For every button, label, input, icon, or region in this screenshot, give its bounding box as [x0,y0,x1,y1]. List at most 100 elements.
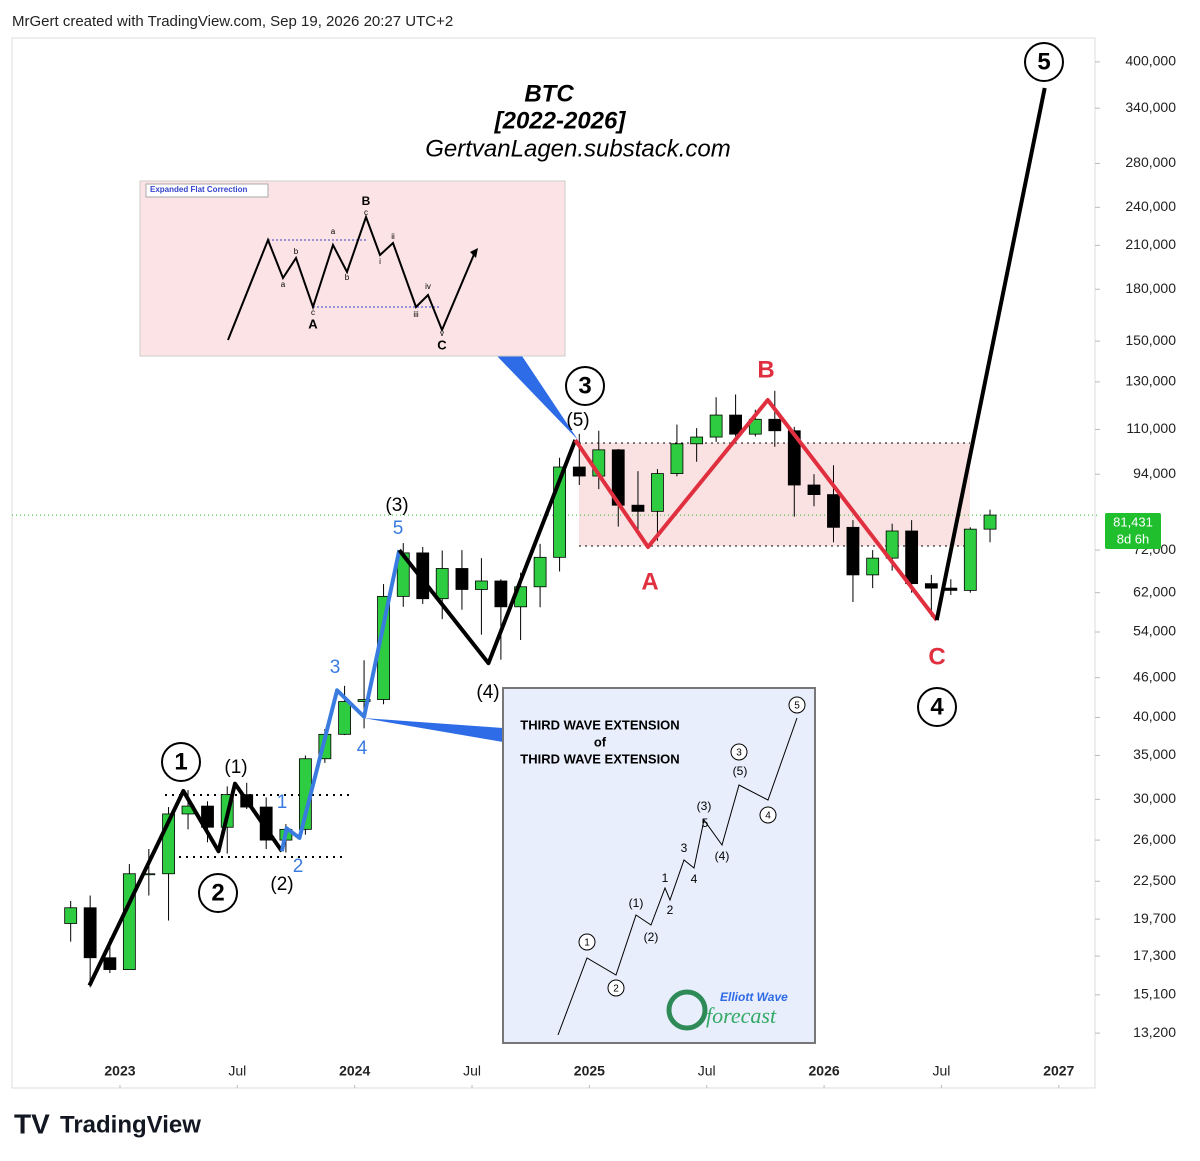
flat-label: c [364,208,368,217]
candle-body [787,430,801,486]
wave-label: 2 [293,856,304,877]
candle-body [963,528,977,591]
ext-label: 1 [584,938,590,949]
y-tick-label: 26,000 [1133,831,1176,847]
ext-circle [607,979,625,997]
y-tick-label: 46,000 [1133,668,1176,684]
inset-box [139,180,566,357]
flat-label: iii [413,310,419,319]
candle-body [455,568,469,590]
y-tick-label: 130,000 [1125,373,1176,389]
ext-label: 5 [702,816,709,830]
wave-label: 1 [277,792,288,813]
wave-label: (1) [224,757,247,778]
candle-body [827,494,840,528]
inset-title-box [145,183,269,198]
logo-text: forecast [706,1003,777,1028]
flat-label: ii [391,232,395,241]
logo-text: Elliott Wave [720,990,788,1004]
ext-label: 3 [681,841,688,855]
wave-circle [1024,42,1064,82]
y-tick-label: 180,000 [1125,280,1176,296]
wave-label: A [641,568,658,595]
ext-circle [788,696,806,714]
candle-body [416,552,430,600]
flat-label: A [308,316,318,331]
inset-title: THIRD WAVE EXTENSION [520,717,679,732]
wave-label: B [757,356,774,383]
flat-label: i [379,257,381,266]
flat-label: a [281,280,286,289]
wave-line [573,397,939,622]
wave-line [87,781,284,987]
range-box [579,443,970,546]
ext-label: (1) [629,896,644,910]
y-tick-label: 240,000 [1125,198,1176,214]
marks: 400,000340,000280,000240,000210,000180,0… [12,53,1176,1088]
flat-path [227,214,476,341]
ext-label: 2 [613,984,619,995]
wave-line [397,439,578,666]
candle-body [983,514,997,530]
y-tick-label: 400,000 [1125,53,1176,69]
candle-body [494,580,508,608]
wave-label: (3) [385,495,408,516]
flat-label: v [440,329,444,338]
arrowhead [470,248,478,258]
candle-body [103,957,117,970]
x-tick-label: 2025 [574,1063,605,1079]
candle-body [709,414,723,438]
candle-body [475,580,488,590]
ext-label: (3) [697,799,712,813]
ext-label: (5) [733,764,748,778]
y-tick-label: 35,000 [1133,746,1176,762]
flat-label: a [331,227,336,236]
ext-circle [759,806,777,824]
title: GertvanLagen.substack.com [425,135,731,162]
candle-body [690,436,704,445]
candle-body [944,587,958,591]
callout [497,356,578,440]
flat-label: b [294,247,299,256]
extension-inset: Elliott Wave forecast [502,687,816,1044]
wave-circle [198,873,238,913]
x-tick-label: Jul [932,1063,950,1079]
x-tick-label: 2027 [1043,1063,1074,1079]
ext-label: (4) [715,849,730,863]
y-tick-label: 40,000 [1133,708,1176,724]
candle-body [905,530,919,585]
wave-label: (2) [270,874,293,895]
callout [363,718,503,742]
wave-label: C [928,643,945,670]
y-tick-label: 110,000 [1126,420,1176,436]
countdown: 8d 6h [1117,531,1150,546]
logo-icon [666,989,708,1031]
candle-body [885,530,899,559]
y-tick-label: 62,000 [1133,583,1176,599]
footer-logo: TradingView [60,1111,201,1138]
header: MrGert created with TradingView.com, Sep… [12,13,453,30]
inset-title: THIRD WAVE EXTENSION [520,751,679,766]
candle-body [631,504,645,512]
wave-label: (5) [566,410,589,431]
ext-label: 4 [691,872,698,886]
price-label [1105,513,1161,549]
x-tick-label: Jul [698,1063,716,1079]
wave-line [934,87,1047,621]
candle-body [807,484,821,496]
flat-label: B [362,194,371,208]
wave-label: 5 [393,518,404,539]
x-tick-label: 2024 [339,1063,370,1079]
wave-label: 4 [357,738,368,759]
y-tick-label: 13,200 [1133,1024,1176,1040]
wave-circle [565,366,605,406]
x-tick-label: Jul [463,1063,481,1079]
y-tick-label: 19,700 [1133,910,1176,926]
wave-line [279,549,402,852]
y-tick-label: 340,000 [1125,99,1176,115]
y-tick-label: 94,000 [1133,465,1176,481]
candle-body [357,699,371,702]
candle-body [83,907,97,959]
wave-label: 4 [930,693,944,720]
